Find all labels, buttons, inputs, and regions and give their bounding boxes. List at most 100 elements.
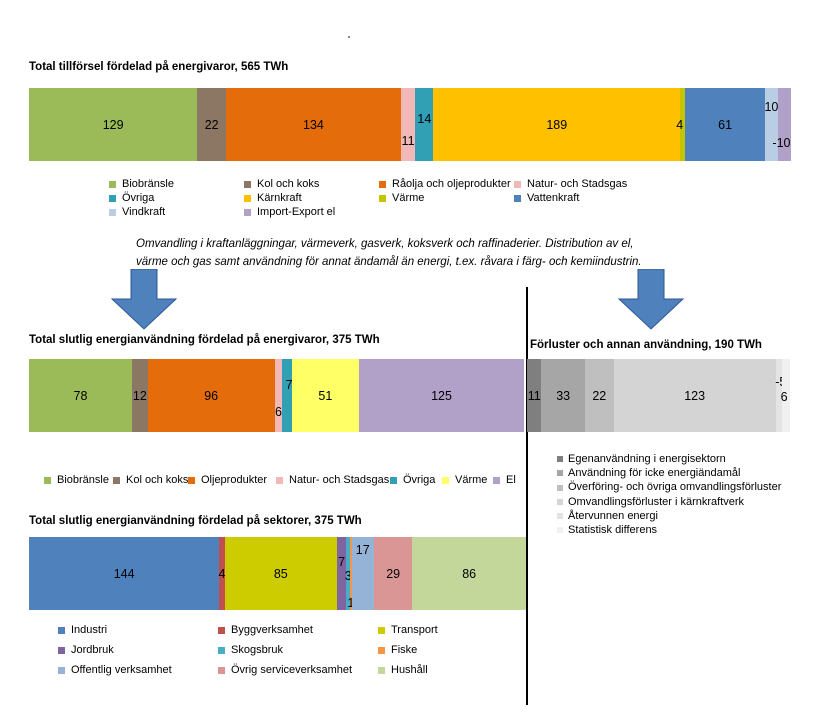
legend-label: Oljeprodukter [201, 474, 268, 486]
data-label-ovriga: 14 [417, 111, 432, 126]
data-label-fiske: 1 [347, 596, 354, 610]
legend-item-el: El [493, 474, 516, 486]
bar-segment-biobransle [29, 88, 198, 161]
legend-swatch [378, 666, 385, 674]
legend-swatch [109, 194, 116, 202]
legend-label: Omvandlingsförluster i kärnkraftverk [568, 495, 745, 508]
legend-label: Vattenkraft [527, 192, 580, 204]
data-label-skogsbruk: 3 [344, 568, 352, 583]
legend-item-varme: Värme [379, 192, 424, 204]
chart4-bar: 144 4 85 73 1 17 29 86 [29, 537, 526, 610]
data-label-biobransle: 129 [102, 117, 124, 132]
legend-item-omvandlingsforluster-i-karnkraftverk: Omvandlingsförluster i kärnkraftverk [557, 495, 781, 509]
legend-swatch [109, 208, 116, 216]
legend-swatch [557, 484, 563, 491]
legend-label: Import-Export el [257, 206, 336, 218]
data-label-natur-och-stadsgas: 11 [401, 133, 415, 148]
bar-segment-el [359, 359, 524, 432]
down-arrow-right-icon [617, 269, 685, 330]
bar-segment-ovriga [415, 88, 434, 161]
legend-swatch [557, 470, 563, 477]
bar-segment-atervunnen-energi [775, 359, 783, 432]
legend-swatch [244, 194, 251, 202]
legend-swatch [113, 476, 120, 484]
chart2-title: Total slutlig energianvändning fördelad … [29, 334, 380, 346]
legend-swatch [557, 456, 563, 463]
legend-label: Industri [71, 624, 108, 636]
legend-item-ovrig-serviceverksamhet: Övrig serviceverksamhet [218, 664, 352, 676]
legend-label: Värme [455, 474, 488, 486]
legend-item-oljeprodukter: Oljeprodukter [188, 474, 267, 486]
bar-segment-transport [224, 537, 337, 610]
legend-item-ovriga: Övriga [390, 474, 435, 486]
legend-swatch [218, 666, 225, 674]
data-label-transport: 85 [273, 566, 288, 581]
legend-label: Statistisk differens [568, 524, 658, 537]
legend-label: Natur- och Stadsgas [289, 474, 390, 486]
chart3-legend: Egenanvändning i energisektorn Användning… [557, 452, 781, 537]
data-label-el: 125 [431, 388, 452, 403]
chart3-title: Förluster och annan användning, 190 TWh [530, 339, 762, 351]
legend-swatch [244, 180, 251, 188]
legend-swatch [557, 498, 563, 505]
bar-segment-vattenkraft [685, 88, 765, 161]
legend-label: Värme [392, 192, 425, 204]
data-label-byggverksamhet: 4 [218, 566, 226, 581]
data-label-vindkraft: 10 [764, 99, 779, 114]
data-label-kol-och-koks: 22 [204, 117, 219, 132]
legend-item-overforing-och-ovriga-omvandlingsforluster: Överföring- och övriga omvandlingsförlus… [557, 480, 781, 494]
bar-segment-kol-och-koks [197, 88, 227, 161]
legend-item-biobransle: Biobränsle [109, 178, 174, 190]
legend-swatch [58, 646, 65, 654]
data-label-atervunnen-energi: -5 [775, 374, 787, 389]
legend-label: Jordbruk [71, 644, 114, 656]
legend-label: Transport [391, 624, 438, 636]
legend-item-atervunnen-energi: Återvunnen energi [557, 509, 781, 523]
legend-label: Återvunnen energi [568, 509, 658, 522]
bar-segment-anvandning-for-icke-energiandamal [541, 359, 585, 432]
decorative-dot [348, 36, 350, 38]
legend-item-biobransle: Biobränsle [44, 474, 109, 486]
legend-label: Egenanvändning i energisektorn [568, 453, 726, 465]
bar-segment-offentlig-verksamhet [351, 537, 374, 610]
bar-segment-varme [680, 88, 686, 161]
data-label-vattenkraft: 61 [718, 117, 733, 132]
bar-segment-overforing-och-ovriga-omvandlingsforluster [584, 359, 614, 432]
legend-item-kol-och-koks: Kol och koks [113, 474, 188, 486]
legend-item-jordbruk: Jordbruk [58, 644, 114, 656]
legend-item-egenanvandning-i-energisektorn: Egenanvändning i energisektorn [557, 452, 781, 466]
bar-segment-raolja-och-oljeprodukter [226, 88, 401, 161]
legend-swatch [188, 476, 195, 484]
separator-line [526, 287, 528, 705]
legend-item-import-export-el: Import-Export el [244, 206, 335, 218]
legend-label: Biobränsle [57, 474, 109, 486]
legend-item-industri: Industri [58, 624, 107, 636]
legend-swatch [218, 646, 225, 654]
chart1-title: Total tillförsel fördelad på energivaror… [29, 61, 289, 73]
bar-segment-vindkraft [764, 88, 778, 161]
legend-label: El [506, 474, 516, 486]
data-label-hushall: 86 [462, 566, 477, 581]
down-arrow-left-icon [110, 269, 178, 330]
legend-item-offentlig-verksamhet: Offentlig verksamhet [58, 664, 172, 676]
legend-swatch [109, 180, 116, 188]
legend-label: Natur- och Stadsgas [527, 178, 628, 190]
chart4-title: Total slutlig energianvändning fördelad … [29, 515, 362, 527]
legend-item-natur-och-stadsgas: Natur- och Stadsgas [514, 178, 627, 190]
data-label-import-export-el: -10 [772, 135, 791, 150]
legend-swatch [244, 208, 251, 216]
bar-segment-import-export-el [777, 88, 791, 161]
legend-label: Fiske [391, 644, 418, 656]
legend-label: Övriga [403, 474, 436, 486]
legend-item-kol-och-koks: Kol och koks [244, 178, 319, 190]
legend-swatch [514, 180, 521, 188]
data-label-kol-och-koks: 12 [132, 388, 147, 403]
legend-swatch [390, 476, 397, 484]
data-label-natur-och-stadsgas: 6 [274, 404, 282, 419]
legend-item-ovriga: Övriga [109, 192, 154, 204]
legend-label: Vindkraft [122, 206, 166, 218]
data-label-anvandning-for-icke-energiandamal: 33 [556, 388, 571, 403]
legend-item-statistisk-differens: Statistisk differens [557, 523, 781, 537]
description-line-2: värme och gas samt användning för annat … [136, 256, 642, 268]
bar-segment-natur-och-stadsgas [274, 359, 283, 432]
